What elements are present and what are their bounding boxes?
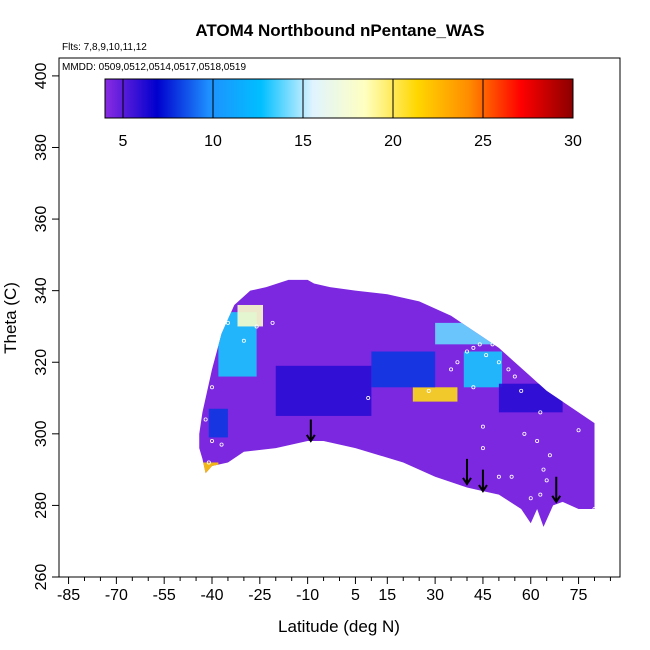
colorbar-tick-label: 5 [119,133,128,150]
sample-point [241,338,246,343]
sample-point [480,446,485,451]
colorbar: 5 10 15 20 25 30 [104,78,582,150]
sample-point [209,438,214,443]
arrow-head [551,495,562,504]
x-axis: -85 -70 -55 -40 -25 -10 5 15 30 45 60 75 [57,577,611,604]
surface-cell [463,351,503,388]
sample-point [592,506,597,511]
x-tick-label: -85 [57,587,80,604]
x-tick-label: 75 [570,587,588,604]
surface-cell [435,322,499,345]
sample-point [219,442,224,447]
y-tick-label: 400 [33,62,50,89]
sample-point [366,396,371,401]
sample-point [528,496,533,501]
y-tick-label: 280 [33,492,50,519]
sample-point [490,342,495,347]
x-tick-label: 5 [351,587,360,604]
x-tick-label: 15 [378,587,396,604]
colorbar-gradient [104,78,574,119]
x-axis-label: Latitude (deg N) [278,617,400,636]
sample-point [480,424,485,429]
x-tick-label: 30 [426,587,444,604]
y-tick-label: 360 [33,206,50,233]
sample-point [203,417,208,422]
surface-cell [275,365,372,416]
arrow-head [478,484,488,493]
sample-point [496,474,501,479]
arrow-head [305,434,316,443]
sample-point [225,320,230,325]
sample-point [496,360,501,365]
chart-title: ATOM4 Northbound nPentane_WAS [195,21,484,40]
data-surface [199,279,595,527]
colorbar-tick-label: 10 [204,133,222,150]
surface-cell [498,383,563,413]
y-tick-label: 260 [33,564,50,591]
sample-point [512,374,517,379]
sample-point [538,492,543,497]
x-tick-label: -70 [105,587,128,604]
surface-cell [371,351,436,388]
sample-point [216,467,221,472]
sample-point [254,324,259,329]
sample-point [576,428,581,433]
sample-point [464,349,469,354]
y-axis: 260 280 300 320 340 360 380 400 [33,62,59,590]
x-tick-label: -25 [248,587,271,604]
sample-point [471,345,476,350]
sample-point [449,367,454,372]
sample-point [216,310,221,315]
x-tick-label: -10 [296,587,319,604]
x-tick-label: -40 [200,587,223,604]
sample-point [544,478,549,483]
sample-point [506,367,511,372]
sample-point [541,467,546,472]
sample-point [455,360,460,365]
y-tick-label: 320 [33,349,50,376]
colorbar-tick-label: 20 [384,133,402,150]
y-tick-label: 340 [33,277,50,304]
plot-region [199,270,597,527]
x-tick-label: -55 [153,587,176,604]
sample-point [535,438,540,443]
surface-cell [208,408,228,438]
x-tick-label: 45 [474,587,492,604]
sample-point [477,342,482,347]
dates-note: MMDD: 0509,0512,0514,0517,0518,0519 [62,62,246,73]
sample-point [519,388,524,393]
colorbar-tick-label: 25 [474,133,492,150]
sample-point [538,410,543,415]
y-tick-label: 380 [33,134,50,161]
flights-note: Flts: 7,8,9,10,11,12 [62,42,147,53]
sample-point [484,353,489,358]
colorbar-tick-label: 30 [564,133,582,150]
sample-point [471,385,476,390]
surface-cell [412,387,458,402]
y-tick-label: 300 [33,420,50,447]
sample-point [509,474,514,479]
sample-point [206,460,211,465]
sample-point [522,431,527,436]
sample-point [209,385,214,390]
sample-point [426,388,431,393]
surface-cell [199,462,219,477]
surface-cell [237,304,263,327]
y-axis-label: Theta (C) [1,282,20,354]
arrow-head [462,477,472,486]
colorbar-tick-label: 15 [294,133,312,150]
sample-point [270,320,275,325]
surface-features [199,304,563,477]
x-tick-label: 60 [522,587,540,604]
sample-point [547,453,552,458]
sample-point [308,270,313,275]
